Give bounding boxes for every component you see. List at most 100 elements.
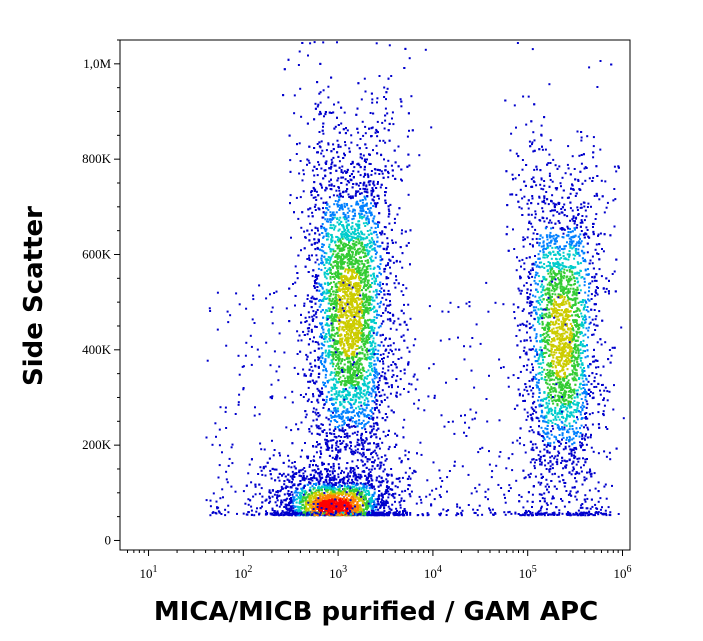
event-point <box>322 201 325 204</box>
event-point <box>323 273 326 276</box>
event-point <box>308 463 311 466</box>
event-point <box>321 286 324 289</box>
event-point <box>331 456 334 459</box>
event-point <box>289 202 291 205</box>
event-point <box>344 429 347 431</box>
event-point <box>328 423 331 426</box>
event-point <box>351 399 354 401</box>
event-point <box>328 267 331 270</box>
event-point <box>356 448 359 451</box>
event-point <box>332 398 335 401</box>
event-point <box>338 428 341 431</box>
event-point <box>359 182 362 184</box>
event-point <box>326 315 329 317</box>
event-point <box>325 416 328 419</box>
event-point <box>324 349 327 352</box>
event-point <box>384 382 387 385</box>
event-point <box>293 461 296 463</box>
event-point <box>318 248 321 251</box>
event-point <box>344 280 347 283</box>
event-point <box>381 389 384 392</box>
event-point <box>341 380 344 382</box>
event-point <box>392 411 395 414</box>
event-point <box>325 335 328 338</box>
event-point <box>351 247 354 250</box>
event-point <box>375 309 377 312</box>
event-point <box>355 284 358 287</box>
event-point <box>336 456 339 459</box>
event-point <box>334 456 337 459</box>
event-point <box>342 225 345 228</box>
event-point <box>401 266 404 269</box>
event-point <box>360 437 362 440</box>
event-point <box>325 232 328 235</box>
event-point <box>322 211 325 214</box>
event-point <box>344 350 347 353</box>
event-point <box>387 429 390 432</box>
event-point <box>409 263 411 266</box>
event-point <box>357 131 360 134</box>
event-point <box>334 200 337 202</box>
event-point <box>317 229 319 232</box>
event-point <box>312 196 315 199</box>
event-point <box>308 233 311 236</box>
event-point <box>377 457 380 460</box>
event-point <box>372 247 375 250</box>
event-point <box>363 283 366 286</box>
event-point <box>373 368 376 371</box>
event-point <box>351 478 354 481</box>
event-point <box>336 421 339 423</box>
event-point <box>371 188 374 191</box>
event-point <box>329 172 332 175</box>
event-point <box>331 236 334 239</box>
event-point <box>325 398 328 401</box>
event-point <box>348 267 351 270</box>
event-point <box>357 262 360 265</box>
event-point <box>385 276 388 279</box>
event-point <box>300 313 302 316</box>
event-point <box>379 256 382 259</box>
event-point <box>312 297 315 300</box>
event-point <box>347 379 349 382</box>
event-point <box>362 453 365 456</box>
event-point <box>364 244 367 247</box>
event-point <box>339 448 342 451</box>
event-point <box>359 376 362 379</box>
event-point <box>375 376 378 379</box>
event-point <box>317 358 320 361</box>
event-point <box>351 259 354 262</box>
event-point <box>368 211 371 214</box>
event-point <box>332 276 335 278</box>
event-point <box>386 293 389 296</box>
event-point <box>303 304 306 307</box>
event-point <box>340 249 343 252</box>
event-point <box>364 309 367 312</box>
event-point <box>354 375 357 378</box>
event-point <box>330 218 333 221</box>
event-point <box>311 211 314 214</box>
event-point <box>335 392 338 395</box>
event-point <box>349 281 352 284</box>
event-point <box>295 153 298 155</box>
event-point <box>340 359 343 362</box>
event-point <box>339 284 342 287</box>
event-point <box>347 301 350 304</box>
event-point <box>369 112 372 114</box>
event-point <box>328 409 331 412</box>
event-point <box>379 231 381 234</box>
event-point <box>330 329 333 332</box>
event-point <box>351 302 354 305</box>
event-point <box>325 309 328 312</box>
event-point <box>370 233 373 235</box>
event-point <box>404 47 407 50</box>
event-point <box>332 319 334 322</box>
event-point <box>385 298 388 301</box>
event-point <box>329 307 332 310</box>
event-point <box>322 406 325 409</box>
event-point <box>328 283 331 285</box>
event-point <box>322 398 324 401</box>
event-point <box>357 366 360 369</box>
event-point <box>366 243 369 246</box>
event-point <box>358 346 361 349</box>
event-point <box>332 338 335 341</box>
